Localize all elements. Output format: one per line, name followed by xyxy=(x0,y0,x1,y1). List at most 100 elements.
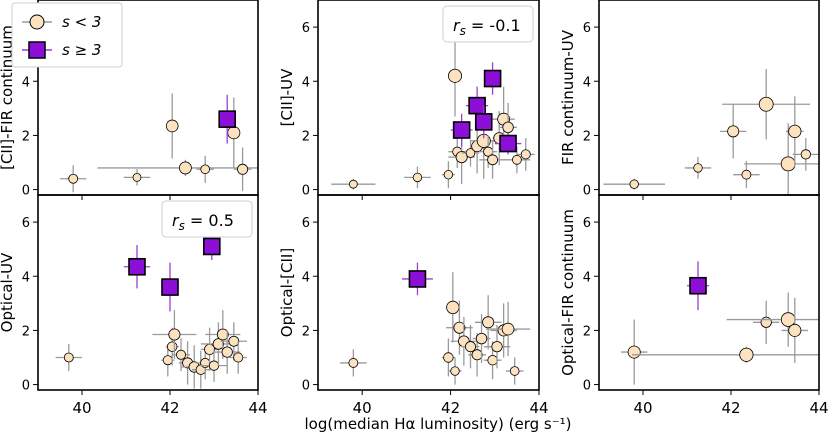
point-lt xyxy=(60,165,87,193)
x-tick-label: 40 xyxy=(633,399,652,417)
point-lt xyxy=(503,146,531,174)
circle-marker xyxy=(739,347,754,362)
circle-marker xyxy=(471,349,483,361)
y-tick-label: 2 xyxy=(22,129,30,144)
point-ge xyxy=(123,245,151,289)
y-tick-label: 6 xyxy=(302,216,310,231)
square-marker xyxy=(474,113,493,131)
panel-plot-area xyxy=(621,261,819,385)
circle-marker xyxy=(487,355,498,366)
panel-plot-area xyxy=(331,35,535,190)
circle-marker xyxy=(348,358,359,368)
point-lt xyxy=(499,102,517,152)
point-lt xyxy=(720,104,747,159)
circle-marker xyxy=(132,172,142,182)
circle-marker xyxy=(168,328,181,341)
legend-ge-label: s ≥ 3 xyxy=(62,41,101,59)
correlation-annotation: rs = 0.5 xyxy=(161,200,253,238)
circle-marker xyxy=(509,366,520,376)
annotation-box xyxy=(442,5,534,43)
point-lt xyxy=(632,346,819,363)
circle-marker xyxy=(453,321,466,334)
panel-plot-area xyxy=(603,69,819,195)
annotation-text: rs = 0.5 xyxy=(172,211,234,233)
point-lt xyxy=(505,357,524,385)
y-tick-label: 6 xyxy=(583,21,591,36)
point-lt xyxy=(165,93,179,159)
point-lt xyxy=(229,341,247,374)
circle-marker xyxy=(216,328,229,341)
point-lt xyxy=(474,295,502,350)
y-tick-label: 0 xyxy=(583,379,591,394)
circle-marker xyxy=(446,300,460,314)
panel-plot-area xyxy=(55,232,247,389)
circle-marker xyxy=(788,124,802,138)
square-marker xyxy=(161,278,179,296)
point-lt xyxy=(172,338,190,372)
circle-marker xyxy=(178,161,192,175)
point-lt xyxy=(331,178,376,190)
circle-marker xyxy=(800,149,811,160)
circle-marker xyxy=(629,179,639,189)
point-lt xyxy=(479,140,506,179)
square-marker xyxy=(689,276,707,295)
legend: s < 3 s ≥ 3 xyxy=(11,2,123,68)
point-lt xyxy=(441,338,456,377)
circle-marker xyxy=(482,316,495,329)
point-ge xyxy=(218,94,236,144)
circle-marker xyxy=(788,323,802,337)
x-tick-label: 42 xyxy=(441,399,460,417)
circle-marker xyxy=(487,154,498,166)
y-tick-label: 6 xyxy=(22,216,30,231)
circle-marker xyxy=(520,149,531,160)
y-tick-label: 0 xyxy=(22,379,30,394)
legend-ge-marker xyxy=(28,41,46,59)
circle-marker xyxy=(502,121,514,133)
circle-marker xyxy=(221,346,233,358)
circle-marker xyxy=(208,360,220,371)
x-tick-label: 44 xyxy=(248,399,267,417)
circle-marker xyxy=(465,148,476,158)
y-axis-label: Optical-FIR continuum xyxy=(559,209,577,376)
y-tick-label: 2 xyxy=(302,324,310,339)
x-tick-label: 42 xyxy=(721,399,740,417)
point-lt xyxy=(781,297,808,363)
point-ge xyxy=(401,262,433,296)
point-lt xyxy=(123,169,151,186)
point-ge xyxy=(687,261,709,311)
y-tick-label: 4 xyxy=(22,75,30,90)
point-lt xyxy=(516,138,535,171)
panel-frame xyxy=(598,194,820,391)
point-ge xyxy=(161,262,179,312)
circle-marker xyxy=(464,341,476,353)
point-lt xyxy=(233,147,252,191)
point-lt xyxy=(472,314,491,363)
circle-marker xyxy=(443,352,454,363)
panel-3: 0 2 4 6 FIR continuum-UV xyxy=(559,0,820,200)
annotation-text: rs = -0.1 xyxy=(453,16,521,38)
point-lt xyxy=(220,322,247,361)
circle-marker xyxy=(450,366,460,376)
square-marker xyxy=(499,134,517,153)
legend-lt-marker xyxy=(29,14,45,30)
point-lt xyxy=(152,310,197,359)
circle-marker xyxy=(475,332,488,345)
y-tick-label: 6 xyxy=(583,216,591,231)
circle-marker xyxy=(727,125,740,138)
circle-marker xyxy=(512,154,522,165)
point-ge xyxy=(450,113,473,147)
panel-frame xyxy=(37,194,259,391)
point-lt xyxy=(621,319,648,385)
point-lt xyxy=(733,161,760,189)
circle-marker xyxy=(455,151,468,164)
point-lt xyxy=(227,97,241,168)
circle-marker xyxy=(228,335,240,347)
circle-marker xyxy=(68,173,79,184)
panel-2: 0 2 4 6 [CII]-UV rs = -0.1 xyxy=(278,0,540,200)
circle-marker xyxy=(758,96,774,112)
circle-marker xyxy=(412,172,423,183)
point-lt xyxy=(446,300,473,355)
point-lt xyxy=(340,349,367,377)
circle-marker xyxy=(760,316,772,328)
